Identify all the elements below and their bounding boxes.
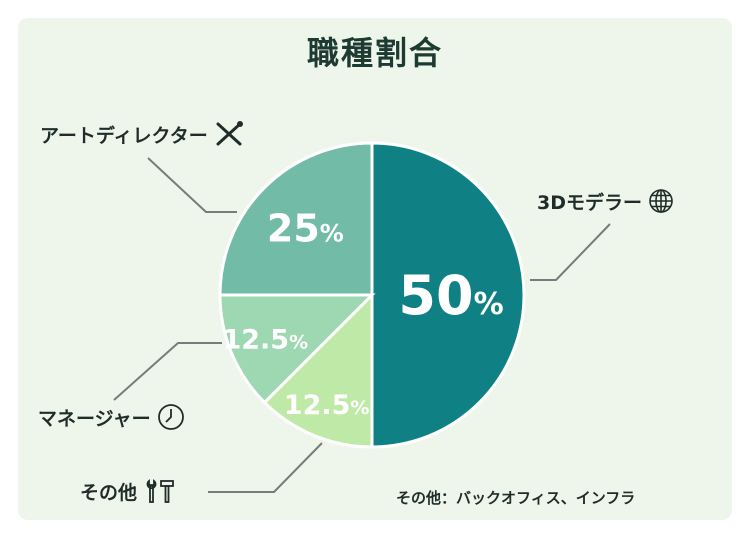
label-other: その他 (80, 478, 177, 509)
leader-line-3 (208, 442, 323, 493)
label-art-director: アートディレクター (40, 120, 244, 153)
leader-line-1 (147, 157, 237, 213)
clock-icon (157, 403, 185, 436)
slice-percent-0: 50% (398, 264, 503, 327)
chart-title: 職種割合 (306, 34, 443, 72)
pie-slice-3 (218, 141, 374, 297)
slice-percent-1: 12.5% (284, 390, 370, 421)
pie-slice-0 (370, 141, 526, 449)
pie-slice-1 (262, 291, 374, 449)
slice-percent-3: 25% (267, 207, 344, 251)
tools-icon (143, 478, 177, 509)
leader-line-0 (530, 223, 611, 281)
leader-line-2 (113, 342, 222, 401)
footnote: その他：バックオフィス、インフラ (396, 489, 636, 507)
label-manager: マネージャー (38, 403, 185, 436)
label-3d-modeler: 3Dモデラー (537, 188, 674, 219)
crossed-tools-icon (214, 120, 244, 153)
globe-icon (648, 188, 674, 219)
pie-slice-2 (218, 293, 376, 405)
slice-percent-2: 12.5% (222, 325, 308, 356)
